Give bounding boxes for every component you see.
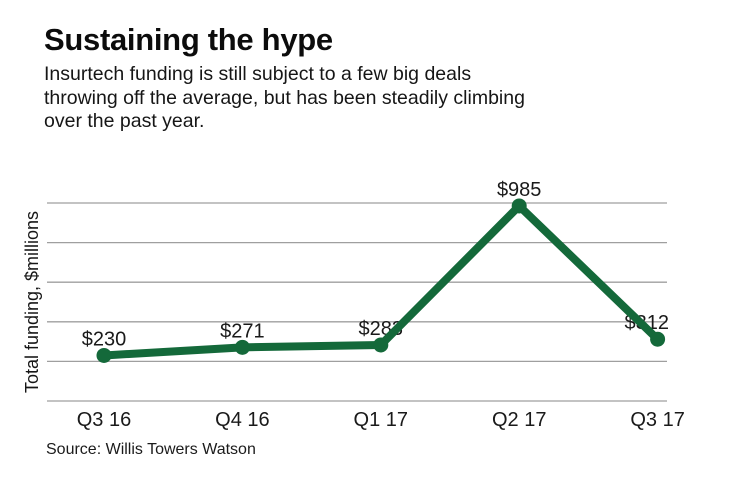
data-label-q2-17: $985 [497,179,542,201]
subtitle-line: over the past year. [44,110,205,132]
chart-title: Sustaining the hype [44,22,333,57]
chart-subtitle: Insurtech funding is still subject to a … [44,63,525,134]
x-axis-label-q3-16: Q3 16 [77,409,131,431]
subtitle-line: Insurtech funding is still subject to a … [44,63,472,85]
x-axis-label-q2-17: Q2 17 [492,409,546,431]
data-point-q1-17 [373,337,389,353]
source-note: Source: Willis Towers Watson [46,441,256,458]
x-axis-label-q4-16: Q4 16 [215,409,269,431]
data-point-q2-17 [511,198,527,214]
x-axis-label-q1-17: Q1 17 [354,409,408,431]
data-point-q3-17 [650,331,666,347]
data-point-q4-16 [234,339,250,355]
y-axis-title: Total funding, $millions [22,211,42,393]
data-label-q3-16: $230 [82,328,127,350]
subtitle-line: throwing off the average, but has been s… [44,86,525,109]
data-label-q4-16: $271 [220,320,265,342]
x-axis-label-q3-17: Q3 17 [630,409,684,431]
data-point-q3-16 [96,347,112,363]
